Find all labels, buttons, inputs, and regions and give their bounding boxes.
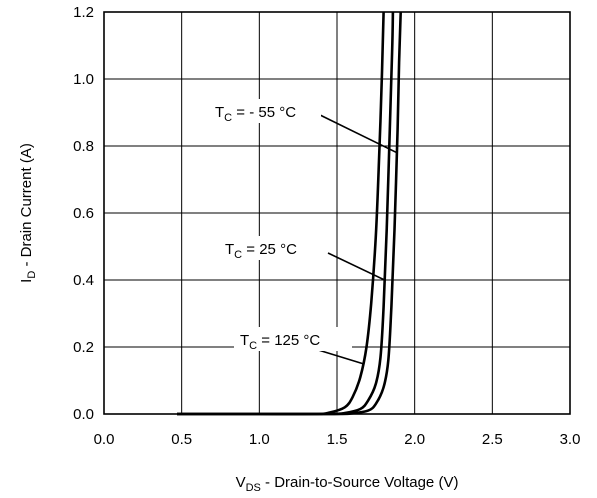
x-axis-title: VDS - Drain-to-Source Voltage (V) [236,474,459,494]
x-tick-label: 3.0 [560,431,581,448]
x-tick-label: 2.5 [482,431,503,448]
curve-annotations: TC = - 55 °CTC = 25 °CTC = 125 °C [209,99,398,365]
series-annotation-1: TC = 25 °C [225,241,297,261]
annotation-sub: C [224,112,232,124]
y-tick-label: 0.0 [73,406,94,423]
y-tick-label: 0.2 [73,339,94,356]
y-tick-label: 0.8 [73,138,94,155]
x-tick-label: 0.0 [94,431,115,448]
annotation-background [234,327,352,351]
annotation-rest: = - 55 °C [232,104,296,121]
plot-frame [103,11,571,415]
series-annotation-2: TC = 125 °C [240,332,320,352]
annotation-main: T [215,104,224,121]
annotation-sub: C [249,340,257,352]
y-tick-label: 1.0 [73,71,94,88]
x-axis-title-sub: DS [246,482,261,494]
y-axis-title-rest: - Drain Current (A) [18,143,35,271]
x-tick-label: 2.0 [404,431,425,448]
x-tick-label: 0.5 [171,431,192,448]
annotation-pointer [314,348,364,365]
x-tick-label: 1.0 [249,431,270,448]
annotation-sub: C [234,249,242,261]
y-axis-title-sub: D [26,271,38,279]
annotation-rest: = 125 °C [257,332,320,349]
annotation-pointer [327,252,386,281]
tick-labels: 0.0 0.5 1.0 1.5 2.0 2.5 3.0 0.0 0.2 0.4 0.6 0.8 1.0 1… [73,4,580,448]
y-axis-title-main: I [18,279,35,283]
x-axis-title-main: V [236,474,246,491]
annotation-main: T [240,332,249,349]
annotation-rest: = 25 °C [242,241,297,258]
y-tick-label: 0.6 [73,205,94,222]
y-tick-label: 1.2 [73,4,94,21]
x-axis-title-rest: - Drain-to-Source Voltage (V) [261,474,459,491]
y-axis-title: ID - Drain Current (A) [18,143,38,283]
annotation-background [209,99,321,123]
x-tick-label: 1.5 [327,431,348,448]
annotation-background [219,236,327,260]
y-tick-label: 0.4 [73,272,94,289]
annotation-main: T [225,241,234,258]
series-annotation-0: TC = - 55 °C [215,104,296,124]
grid-lines [104,12,570,414]
annotation-pointer [317,113,398,154]
